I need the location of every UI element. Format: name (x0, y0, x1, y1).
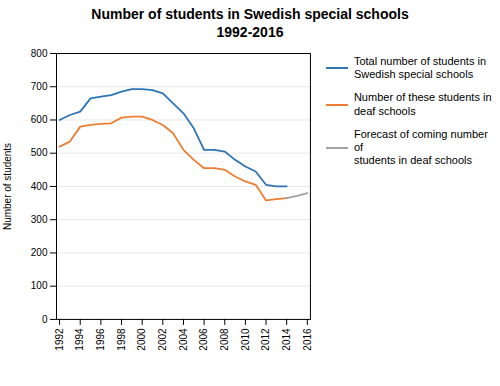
svg-text:2006: 2006 (198, 328, 209, 351)
svg-text:2014: 2014 (281, 328, 292, 351)
svg-text:2002: 2002 (157, 328, 168, 351)
svg-text:2016: 2016 (302, 328, 313, 351)
svg-text:2000: 2000 (136, 328, 147, 351)
svg-text:800: 800 (31, 48, 48, 59)
svg-text:2010: 2010 (240, 328, 251, 351)
svg-text:400: 400 (31, 181, 48, 192)
svg-text:2004: 2004 (178, 328, 189, 351)
svg-text:600: 600 (31, 114, 48, 125)
svg-text:1994: 1994 (74, 328, 85, 351)
svg-text:500: 500 (31, 147, 48, 158)
html-text:Total number of students in Sw: Total number of students in Swedish spec… (353, 55, 486, 81)
svg-text:1998: 1998 (116, 328, 127, 351)
html-text:Number of students in Swedish: Number of students in Swedish special sc… (91, 6, 409, 40)
svg-text:1992: 1992 (54, 328, 65, 351)
svg-text:0: 0 (42, 314, 48, 325)
svg-text:2012: 2012 (260, 328, 271, 351)
svg-text:200: 200 (31, 247, 48, 258)
svg-text:700: 700 (31, 81, 48, 92)
svg-text:300: 300 (31, 214, 48, 225)
svg-text:2008: 2008 (219, 328, 230, 351)
html-text:Forecast of coming number of s: Forecast of coming number of students in… (353, 127, 488, 167)
svg-text:1996: 1996 (95, 328, 106, 351)
svg-text:100: 100 (31, 280, 48, 291)
html-text:Number of these students in de: Number of these students in deaf schools (353, 91, 492, 117)
svg-text:Number of students: Number of students (2, 143, 13, 230)
